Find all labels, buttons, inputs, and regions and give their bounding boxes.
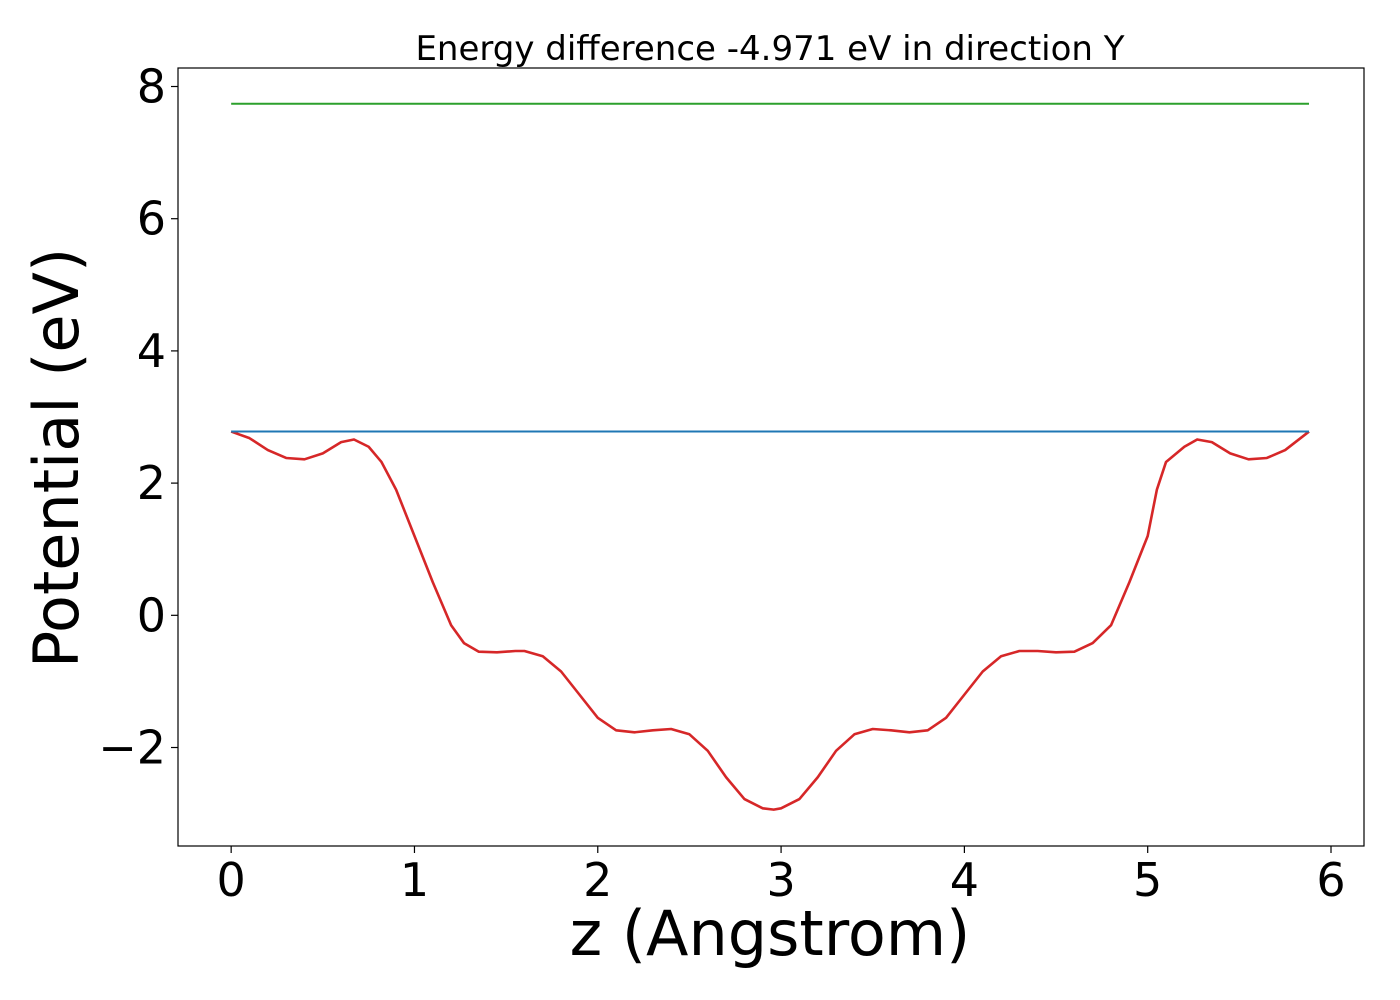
plot-area — [178, 68, 1364, 846]
axes-layer — [177, 67, 1365, 847]
x-axis-label: z (Angstrom) — [570, 897, 971, 970]
series-line-0 — [230, 430, 1310, 811]
series-layer — [230, 102, 1310, 811]
x-tick-label: 1 — [400, 853, 429, 907]
x-tick-label: 0 — [217, 853, 246, 907]
plot-frame — [177, 67, 1365, 847]
ticks-layer: 0 1 2 3 4 5 6 −2 0 2 4 6 8 — [98, 60, 1345, 907]
x-tick-label: 3 — [766, 853, 795, 907]
x-tick-label: 5 — [1133, 853, 1162, 907]
x-tick-label: 4 — [950, 853, 979, 907]
x-tick-label: 6 — [1316, 853, 1345, 907]
y-tick-label: 8 — [137, 60, 166, 114]
x-tick-label: 2 — [583, 853, 612, 907]
y-tick-label: 2 — [137, 456, 166, 510]
chart-title: Energy difference -4.971 eV in direction… — [415, 29, 1124, 69]
y-tick-label: 0 — [137, 588, 166, 642]
y-axis-label: Potential (eV) — [20, 248, 93, 668]
plot-background — [178, 68, 1364, 846]
y-tick-label: −2 — [98, 721, 166, 775]
y-tick-label: 4 — [137, 324, 166, 378]
y-tick-label: 6 — [137, 192, 166, 246]
